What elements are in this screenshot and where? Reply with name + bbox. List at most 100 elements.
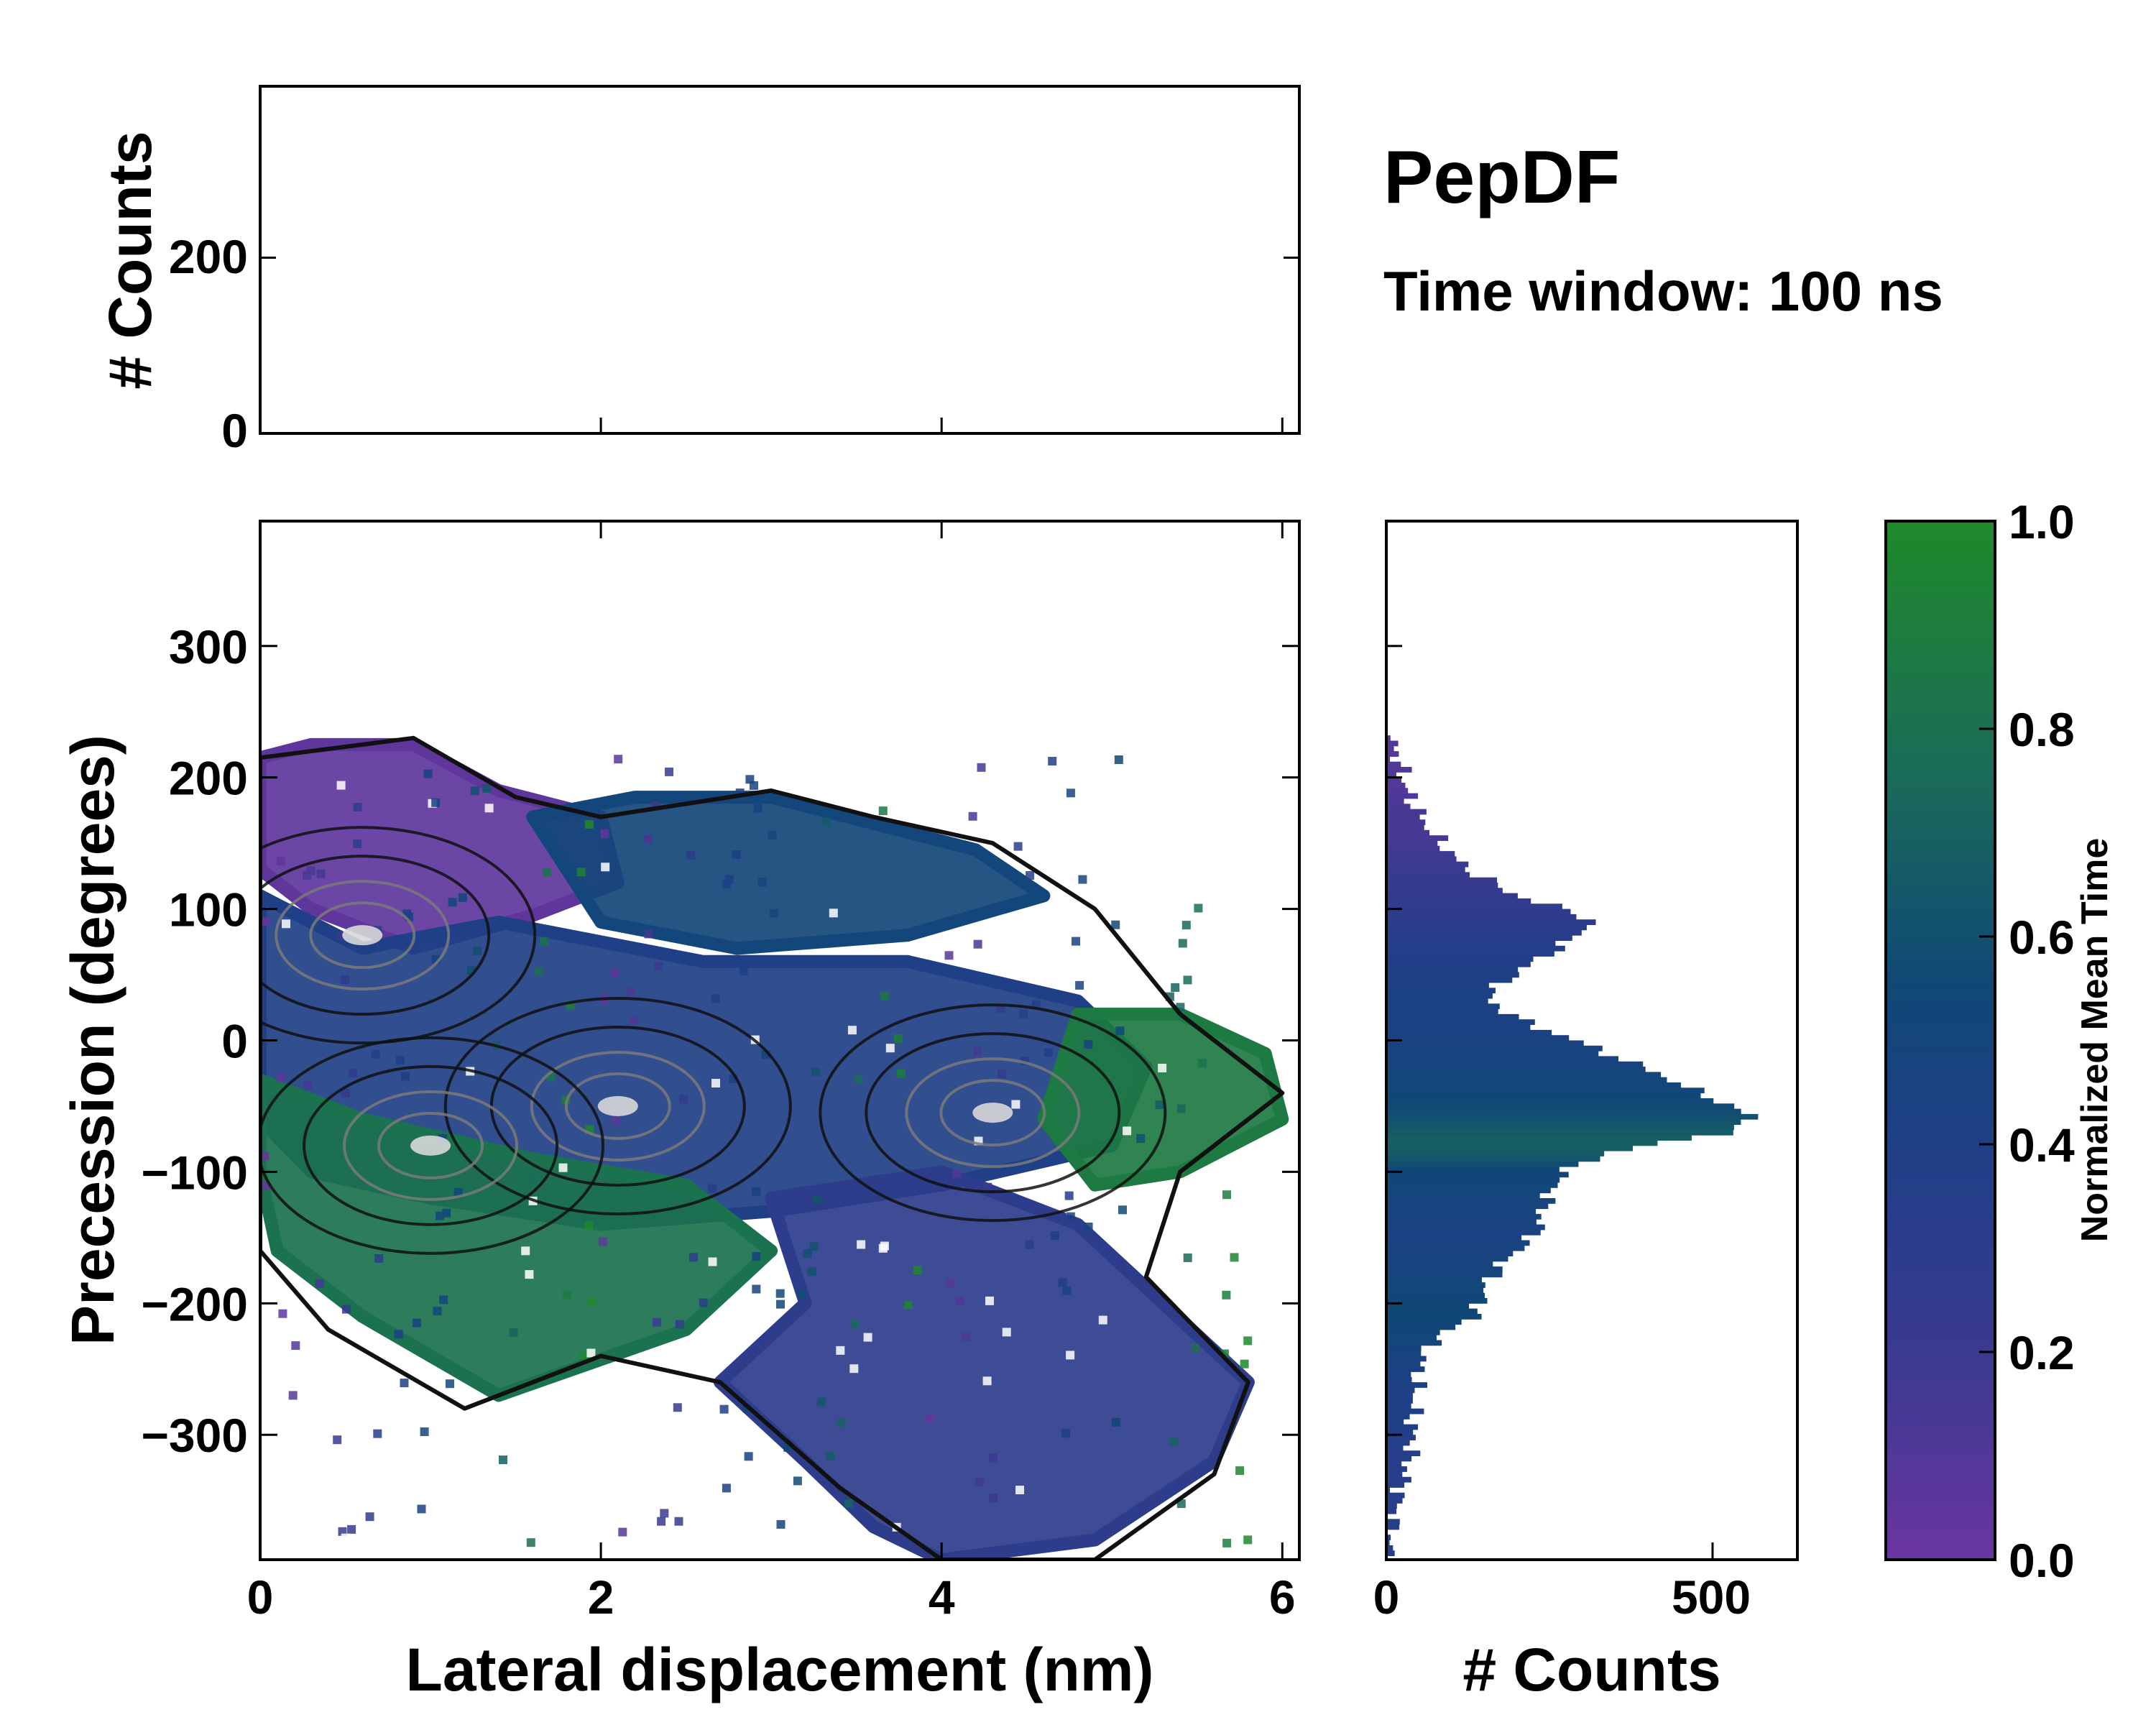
heatmap-cell-27 bbox=[260, 1151, 270, 1161]
heatmap-cell-82 bbox=[349, 1069, 358, 1078]
right-bar-148 bbox=[1386, 772, 1396, 778]
heatmap-cell-257 bbox=[612, 1116, 620, 1125]
right-bar-60 bbox=[1386, 1235, 1522, 1241]
heatmap-cell-67 bbox=[499, 1455, 507, 1465]
right-bar-111 bbox=[1386, 967, 1519, 972]
right-bar-118 bbox=[1386, 929, 1582, 936]
colorbar-tick-label-4: 0.8 bbox=[2009, 703, 2075, 756]
colorbar-ticks bbox=[1979, 520, 1995, 1561]
right-bar-22 bbox=[1386, 1435, 1416, 1440]
heatmap-cell-255 bbox=[1212, 870, 1222, 879]
heatmap-cell-36 bbox=[1230, 1253, 1239, 1262]
heatmap-cell-194 bbox=[1222, 1538, 1232, 1547]
contour-ring-3-1 bbox=[865, 1032, 1121, 1194]
right-bar-78 bbox=[1386, 1140, 1658, 1146]
contour-ring-0-1 bbox=[260, 855, 491, 1016]
heatmap-cell-121 bbox=[1013, 842, 1023, 851]
heatmap-cell-88 bbox=[699, 1298, 708, 1307]
heatmap-cell-55 bbox=[1123, 1126, 1132, 1136]
heatmap-cell-152 bbox=[341, 975, 350, 984]
heatmap-cell-42 bbox=[707, 1184, 717, 1193]
main-ytick-label-6: 300 bbox=[169, 620, 248, 673]
right-bar-95 bbox=[1386, 1051, 1599, 1057]
right-bar-63 bbox=[1386, 1219, 1537, 1225]
heatmap-cell-124 bbox=[261, 917, 270, 926]
heatmap-cell-62 bbox=[1061, 1429, 1070, 1438]
heatmap-cell-99 bbox=[744, 1452, 753, 1461]
heatmap-cell-227 bbox=[752, 1284, 761, 1294]
colorbar-tick-label-3: 0.6 bbox=[2009, 911, 2075, 964]
heatmap-cell-202 bbox=[776, 1300, 785, 1309]
contour-ring-2-1 bbox=[303, 1064, 559, 1226]
right-bar-44 bbox=[1386, 1319, 1462, 1325]
heatmap-cell-213 bbox=[1048, 757, 1057, 765]
heatmap-cell-137 bbox=[1058, 1278, 1067, 1287]
heatmap-cell-259 bbox=[584, 819, 594, 829]
heatmap-cell-238 bbox=[880, 991, 889, 1000]
colorbar-gradient bbox=[1884, 520, 1996, 1561]
right-bar-92 bbox=[1386, 1067, 1646, 1072]
heatmap-cell-32 bbox=[542, 868, 551, 877]
heatmap-cell-242 bbox=[745, 775, 755, 784]
right-bar-81 bbox=[1386, 1124, 1734, 1131]
right-bar-27 bbox=[1386, 1408, 1424, 1414]
heatmap-cell-43 bbox=[473, 947, 482, 955]
heatmap-cell-146 bbox=[1084, 1040, 1093, 1049]
heatmap-cell-164 bbox=[436, 1211, 445, 1220]
heatmap-cell-69 bbox=[584, 1221, 594, 1230]
right-bar-18 bbox=[1386, 1455, 1412, 1462]
top-ytick-label-200: 200 bbox=[169, 230, 248, 283]
heatmap-cell-157 bbox=[776, 1519, 786, 1529]
heatmap-cell-173 bbox=[1050, 1231, 1059, 1241]
main-ytick-label-5: 200 bbox=[169, 752, 248, 805]
heatmap-cell-212 bbox=[1066, 1212, 1075, 1221]
heatmap-cell-65 bbox=[336, 781, 346, 790]
heatmap-cell-23 bbox=[674, 1517, 683, 1526]
heatmap-cell-75 bbox=[847, 1026, 857, 1035]
right-bar-155 bbox=[1386, 735, 1391, 741]
right-bar-116 bbox=[1386, 940, 1556, 947]
main-map: 0 2 4 6 −300 −200 −100 0 100 200 300 Lateral disp… bbox=[59, 520, 1301, 1703]
right-bar-83 bbox=[1386, 1113, 1759, 1120]
right-bar-20 bbox=[1386, 1445, 1404, 1451]
right-bar-100 bbox=[1386, 1024, 1531, 1031]
heatmap-cell-35 bbox=[829, 908, 838, 918]
heatmap-cell-141 bbox=[1025, 1240, 1034, 1249]
right-bar-9 bbox=[1386, 1503, 1397, 1509]
heatmap-cell-159 bbox=[587, 1297, 596, 1306]
heatmap-cell-220 bbox=[878, 1243, 888, 1253]
heatmap-cell-2 bbox=[316, 869, 326, 878]
heatmap-cell-232 bbox=[983, 1182, 992, 1192]
right-bar-80 bbox=[1386, 1129, 1733, 1136]
heatmap-cell-45 bbox=[1046, 903, 1056, 913]
right-bar-130 bbox=[1386, 867, 1465, 873]
heatmap-cell-61 bbox=[341, 1089, 350, 1098]
density-peak-0 bbox=[342, 925, 383, 946]
heatmap-cell-63 bbox=[276, 1073, 285, 1082]
heatmap-cell-25 bbox=[586, 1348, 596, 1358]
right-bar-54 bbox=[1386, 1266, 1503, 1272]
right-bar-121 bbox=[1386, 914, 1577, 920]
right-bar-107 bbox=[1386, 988, 1496, 994]
heatmap-cell-89 bbox=[1176, 1104, 1186, 1113]
heatmap-cell-167 bbox=[998, 1070, 1007, 1079]
heatmap-cell-31 bbox=[975, 1478, 984, 1487]
heatmap-cell-1 bbox=[1171, 983, 1180, 992]
colorbar-tick-label-2: 0.4 bbox=[2009, 1118, 2075, 1172]
heatmap-cell-203 bbox=[627, 987, 636, 996]
heatmap-cell-72 bbox=[431, 798, 441, 807]
right-bar-117 bbox=[1386, 935, 1572, 941]
right-bar-32 bbox=[1386, 1382, 1427, 1388]
heatmap-cell-243 bbox=[371, 1049, 380, 1059]
heatmap-cell-189 bbox=[396, 1056, 405, 1065]
heatmap-cell-252 bbox=[904, 1300, 913, 1310]
right-bar-36 bbox=[1386, 1361, 1421, 1367]
right-bar-25 bbox=[1386, 1419, 1404, 1425]
heatmap-cell-168 bbox=[757, 878, 767, 887]
heatmap-cell-239 bbox=[654, 962, 663, 971]
heatmap-cell-83 bbox=[534, 967, 543, 976]
main-ytick-label-2: −100 bbox=[141, 1146, 248, 1199]
right-bar-85 bbox=[1386, 1103, 1735, 1110]
right-bar-110 bbox=[1386, 972, 1519, 978]
heatmap-cell-5 bbox=[708, 1257, 717, 1266]
